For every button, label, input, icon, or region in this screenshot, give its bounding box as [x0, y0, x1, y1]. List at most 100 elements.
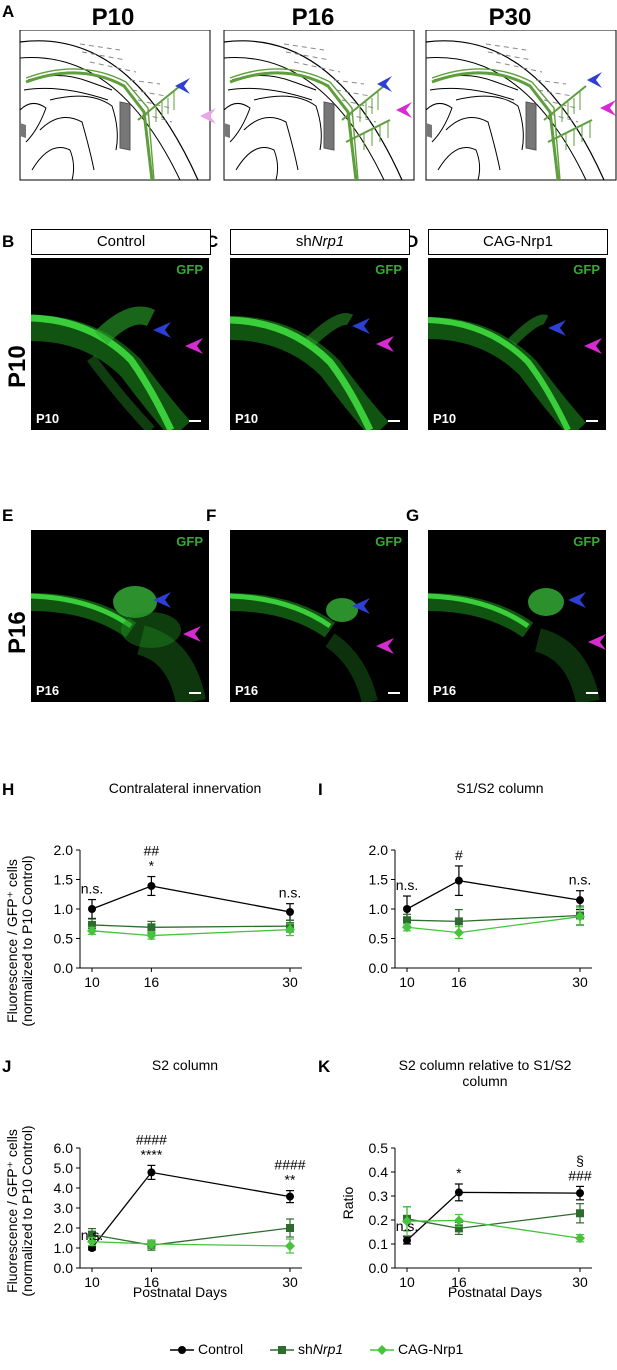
data-point — [575, 911, 585, 922]
gfp-label: GFP — [573, 262, 600, 277]
y-tick-label: 0.3 — [369, 1188, 389, 1204]
y-tick-label: 6.0 — [54, 1140, 74, 1156]
micrograph-shnrp1-p16: GFP P16 — [230, 530, 408, 702]
y-tick-label: 2.0 — [54, 1220, 74, 1236]
data-point — [286, 1224, 294, 1232]
data-point — [285, 1241, 295, 1251]
age-label: P10 — [235, 411, 259, 426]
scale-bar — [189, 420, 201, 422]
data-point — [147, 1168, 156, 1177]
significance-label: * — [456, 1165, 462, 1181]
y-tick-label: 0.0 — [369, 1260, 389, 1276]
significance-label: * — [149, 858, 155, 874]
magenta-arrowhead-icon — [376, 336, 394, 352]
blue-arrowhead-icon — [175, 78, 190, 94]
condition-control: Control — [31, 229, 211, 255]
gfp-label: GFP — [176, 262, 203, 277]
schematic-title-p30: P30 — [488, 4, 532, 31]
y-tick-label: 0.5 — [54, 931, 74, 947]
gfp-label: GFP — [573, 534, 600, 549]
significance-label: n.s. — [279, 885, 302, 901]
data-point — [402, 922, 412, 933]
significance-label: ### — [568, 1167, 592, 1183]
y-tick-label: 4.0 — [54, 1180, 74, 1196]
series-line — [91, 924, 291, 928]
y-tick-label: 1.5 — [54, 872, 74, 888]
magenta-arrowhead-icon — [600, 100, 616, 116]
y-tick-label: 5.0 — [54, 1160, 74, 1176]
micrograph-cag-p16: GFP P16 — [428, 530, 606, 702]
chart-k: 0.0 0.1 0.2 0.3 0.4 0.5 10 16 30 n.s. * §### — [369, 1140, 592, 1290]
legend-shnrp1-label: shNrp1 — [298, 1341, 344, 1357]
panel-letter-f: F — [206, 506, 217, 525]
chart-i: 0.0 0.5 1.0 1.5 2.0 10 16 30 n.s. # n.s. — [369, 842, 592, 990]
data-point — [147, 881, 156, 890]
micrograph-shnrp1-p10: GFP P10 — [230, 258, 408, 430]
significance-label: n.s. — [569, 872, 592, 888]
significance-label: ** — [285, 1172, 296, 1188]
age-label: P16 — [235, 683, 259, 698]
x-tick-label: 16 — [451, 974, 467, 990]
x-tick-label: 16 — [144, 1274, 160, 1290]
y-tick-label: 0.0 — [54, 960, 74, 976]
condition-cag-nrp1: CAG-Nrp1 — [428, 229, 608, 255]
age-label: P10 — [433, 411, 457, 426]
x-tick-label: 10 — [84, 974, 100, 990]
pink-arrowhead-icon — [200, 108, 216, 124]
y-tick-label: 0.1 — [369, 1236, 389, 1252]
x-tick-label: 10 — [399, 1274, 415, 1290]
data-point — [403, 905, 411, 913]
y-tick-label: 2.0 — [54, 842, 74, 858]
age-label: P16 — [433, 683, 457, 698]
y-tick-label: 0.0 — [369, 960, 389, 976]
panel-letter-i: I — [318, 780, 323, 799]
series-line — [91, 929, 291, 937]
data-point — [576, 1209, 584, 1218]
legend-shnrp1-marker — [270, 1346, 294, 1354]
condition-shnrp1: shNrp1 — [230, 229, 410, 255]
data-point — [286, 907, 294, 916]
y-axis-label-j: Fluorescence / GFP⁺ cells (normalized to … — [4, 1125, 35, 1297]
schematic-title-p10: P10 — [91, 4, 135, 31]
panel-letter-b: B — [2, 232, 15, 251]
significance-label: # — [455, 847, 463, 863]
y-tick-label: 1.0 — [369, 901, 389, 917]
data-point — [453, 1215, 464, 1226]
legend-control-marker — [170, 1346, 194, 1354]
y-tick-label: 2.0 — [369, 842, 389, 858]
significance-label: § — [576, 1152, 584, 1168]
scale-bar — [586, 692, 598, 694]
data-point — [576, 1189, 584, 1198]
age-label: P10 — [36, 411, 60, 426]
magenta-arrowhead-icon — [588, 634, 606, 650]
scale-bar — [586, 420, 598, 422]
panel-letter-e: E — [2, 506, 14, 525]
chart-title-h: Contralateral innervation — [108, 780, 262, 796]
significance-label: #### — [136, 1131, 167, 1147]
significance-label: n.s. — [396, 1218, 419, 1234]
significance-label: n.s. — [81, 881, 104, 897]
blue-arrowhead-icon — [587, 72, 602, 88]
blue-arrowhead-icon — [352, 318, 370, 334]
series-line — [91, 1171, 291, 1249]
data-point — [88, 920, 96, 929]
blue-arrowhead-icon — [153, 592, 171, 608]
y-tick-label: 0.4 — [369, 1164, 389, 1180]
data-point — [454, 876, 463, 885]
chart-title-i: S1/S2 column — [456, 780, 544, 796]
data-point — [403, 1236, 411, 1245]
x-tick-label: 30 — [282, 1274, 298, 1290]
magenta-arrowhead-icon — [183, 626, 201, 642]
magenta-arrowhead-icon — [584, 338, 602, 354]
y-tick-label: 0.0 — [54, 1260, 74, 1276]
significance-label: ## — [144, 843, 160, 859]
legend: Control shNrp1 CAG-Nrp1 — [170, 1341, 590, 1361]
significance-label: n.s. — [81, 1227, 104, 1243]
chart-title-j: S2 column — [151, 1057, 219, 1073]
data-point — [454, 1224, 463, 1233]
scale-bar — [189, 692, 201, 694]
schematic-p16 — [222, 30, 416, 182]
y-tick-label: 0.5 — [369, 931, 389, 947]
x-axis-label-k: Postnatal Days — [447, 1284, 543, 1300]
data-point — [576, 896, 584, 905]
